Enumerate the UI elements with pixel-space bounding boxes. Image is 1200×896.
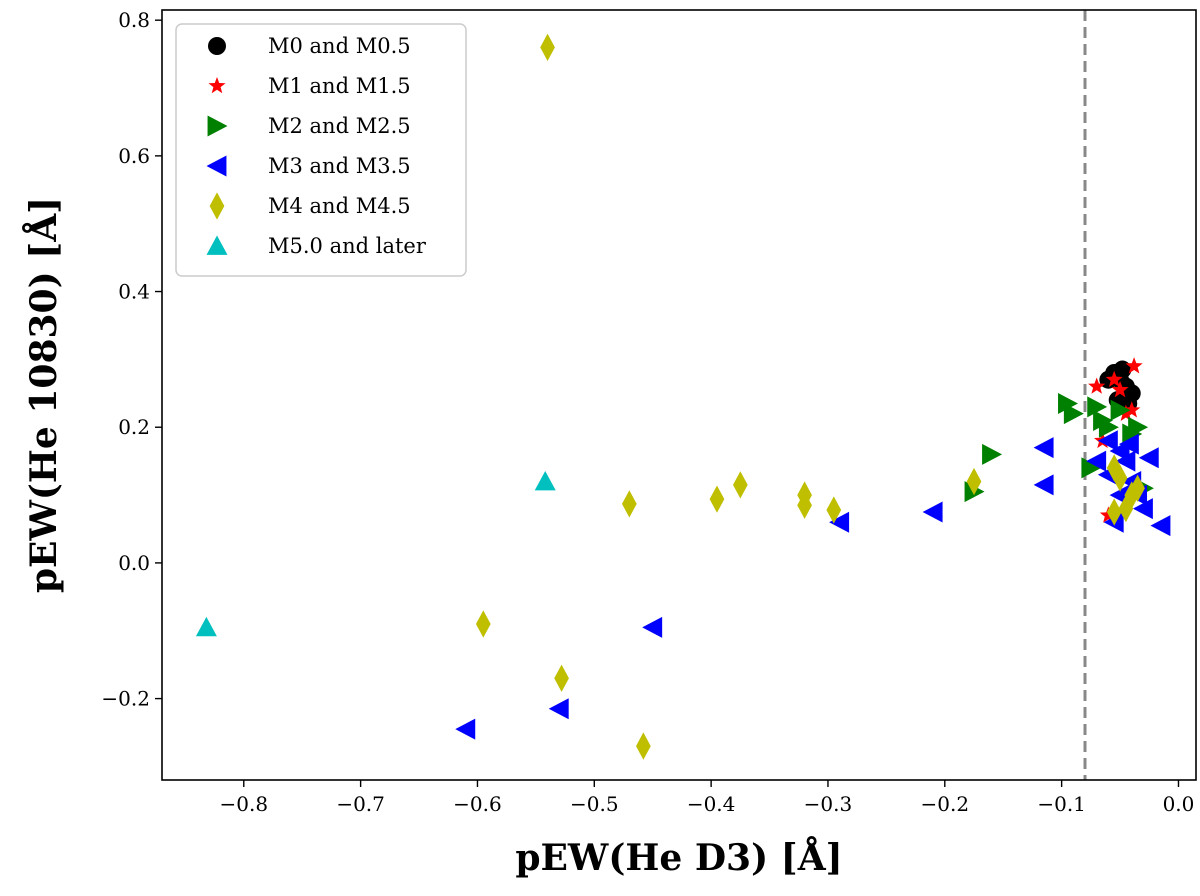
- x-tick-label: −0.4: [687, 792, 736, 816]
- x-tick-label: −0.1: [1037, 792, 1086, 816]
- x-tick-label: 0.0: [1163, 792, 1195, 816]
- legend-marker-0: [208, 37, 226, 55]
- data-point-s4-p7: [966, 467, 982, 496]
- data-point-s3-p2: [1086, 450, 1107, 472]
- y-axis-label: pEW(He 10830) [Å]: [23, 197, 65, 593]
- legend-label-5: M5.0 and later: [268, 234, 427, 258]
- x-tick-label: −0.2: [921, 792, 970, 816]
- data-point-s4-p1: [621, 490, 637, 518]
- data-point-s3-p12: [1132, 498, 1153, 520]
- data-point-s3-p14: [829, 511, 850, 533]
- data-point-s2-p7: [982, 443, 1003, 465]
- legend-label-4: M4 and M4.5: [268, 194, 411, 218]
- plot-frame: [161, 9, 1197, 781]
- data-point-s3-p15: [642, 616, 663, 638]
- data-point-s1-p6: [1123, 401, 1141, 418]
- data-point-s3-p17: [455, 718, 476, 740]
- data-point-s1-p2: [1105, 370, 1123, 388]
- y-tick-label: −0.2: [101, 687, 150, 711]
- data-point-s2-p9: [1081, 457, 1102, 479]
- legend-label-0: M0 and M0.5: [268, 34, 411, 58]
- data-point-s3-p16: [548, 698, 569, 720]
- data-point-s4-p10: [636, 732, 651, 760]
- data-point-s4-p6: [826, 496, 842, 524]
- data-point-s1-p7: [1111, 380, 1129, 398]
- data-point-s1-p1: [1088, 377, 1106, 394]
- legend-marker-5: [206, 235, 228, 255]
- data-point-s2-p1: [1063, 403, 1084, 425]
- data-point-s4-p14: [1106, 498, 1122, 526]
- data-point-s3-p3: [1097, 430, 1118, 452]
- y-tick-label: 0.8: [118, 8, 150, 32]
- y-tick-label: 0.0: [118, 551, 150, 575]
- data-point-s4-p16: [1130, 474, 1145, 502]
- data-point-s3-p18: [1118, 433, 1139, 455]
- data-point-s1-p4: [1117, 404, 1135, 421]
- data-point-s0-p5: [1113, 360, 1132, 379]
- legend-label-1: M1 and M1.5: [268, 74, 411, 98]
- x-tick-label: −0.8: [219, 792, 268, 816]
- legend-marker-3: [206, 155, 227, 177]
- y-tick-label: 0.4: [118, 280, 150, 304]
- data-point-s4-p3: [732, 471, 748, 499]
- data-point-s5-p0: [534, 470, 556, 491]
- data-point-s3-p0: [1033, 437, 1054, 459]
- x-tick-label: −0.5: [570, 792, 619, 816]
- data-point-s5-p1: [195, 616, 217, 637]
- data-point-s3-p1: [1033, 474, 1054, 496]
- y-axis-ticks: −0.2 0.0 0.2 0.4 0.6 0.8: [101, 8, 162, 711]
- y-tick-label: 0.6: [118, 144, 150, 168]
- y-tick-label: 0.2: [118, 415, 150, 439]
- data-point-s4-p5: [797, 491, 812, 519]
- x-tick-label: −0.7: [336, 792, 385, 816]
- legend: M0 and M0.5 M1 and M1.5 M2 and M2.5 M3 and …: [175, 23, 467, 277]
- legend-marker-2: [207, 115, 228, 137]
- data-point-s2-p4: [1110, 399, 1131, 421]
- data-point-s4-p8: [475, 610, 491, 638]
- x-tick-label: −0.6: [453, 792, 502, 816]
- legend-label-3: M3 and M3.5: [268, 154, 411, 178]
- data-point-s2-p6: [1128, 416, 1149, 438]
- data-point-s3-p5: [1115, 450, 1136, 472]
- data-point-s3-p9: [1150, 515, 1171, 537]
- data-markers: [195, 33, 1171, 760]
- data-point-s3-p13: [922, 501, 943, 523]
- legend-frame: [175, 23, 467, 277]
- data-point-s4-p9: [554, 664, 569, 692]
- data-point-s4-p2: [709, 485, 725, 513]
- data-point-s4-p0: [540, 33, 555, 61]
- data-point-s2-p10: [1098, 416, 1119, 438]
- x-tick-label: −0.3: [804, 792, 853, 816]
- x-axis-ticks: −0.8 −0.7 −0.6 −0.5 −0.4 −0.3 −0.2 −0.1 0.0: [219, 780, 1194, 816]
- data-point-s4-p12: [1112, 464, 1128, 492]
- legend-marker-4: [209, 192, 225, 220]
- x-axis-label: pEW(He D3) [Å]: [515, 837, 842, 879]
- data-point-s1-p0: [1125, 357, 1143, 374]
- legend-marker-1: [208, 77, 226, 94]
- data-point-s3-p8: [1138, 447, 1159, 469]
- data-point-s4-p15: [1118, 494, 1134, 523]
- legend-label-2: M2 and M2.5: [268, 114, 411, 138]
- data-point-s2-p2: [1087, 396, 1108, 418]
- data-point-s2-p0: [1058, 392, 1078, 414]
